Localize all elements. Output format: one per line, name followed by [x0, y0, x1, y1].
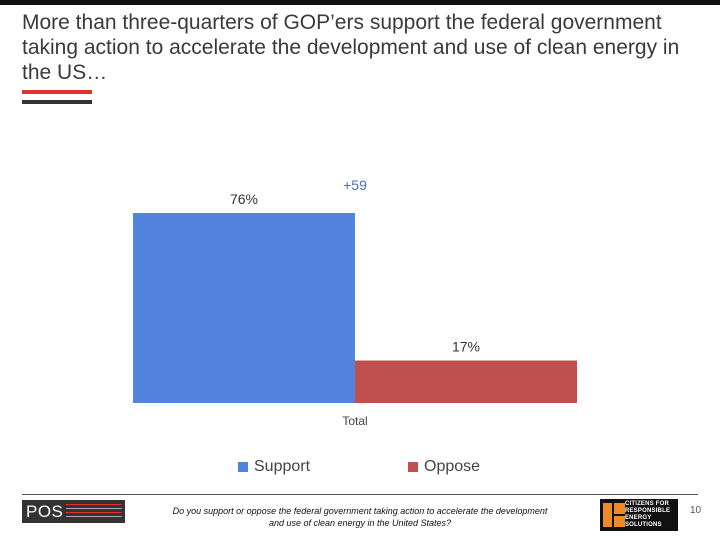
cres-logo-text: CITIZENS FOR RESPONSIBLE ENERGY SOLUTION… [624, 501, 671, 528]
cres-logo: CITIZENS FOR RESPONSIBLE ENERGY SOLUTION… [600, 499, 678, 531]
top-bar [0, 0, 720, 5]
page-number: 10 [690, 505, 702, 516]
title-accent-dark [22, 100, 92, 104]
bar-support [133, 213, 355, 403]
legend-swatch-oppose [408, 462, 418, 472]
legend-item-support: Support [238, 458, 310, 476]
data-label-oppose: 17% [452, 339, 480, 355]
slide-title: More than three-quarters of GOP’ers supp… [22, 11, 680, 84]
difference-annotation: +59 [343, 177, 367, 193]
bar-chart: 76% 17% +59 Total [133, 177, 577, 428]
legend-label-support: Support [254, 458, 311, 475]
pos-logo-text: POS [26, 501, 64, 521]
category-label-total: Total [342, 414, 367, 428]
title-accent-red [22, 90, 92, 94]
legend-swatch-support [238, 462, 248, 472]
footer-divider [22, 494, 698, 495]
cres-logo-mark-icon [603, 503, 625, 527]
chart-legend: Support Oppose [0, 458, 720, 478]
data-label-support: 76% [230, 191, 258, 207]
pos-logo-lines [66, 504, 122, 519]
survey-question: Do you support or oppose the federal gov… [172, 506, 548, 528]
pos-logo: POS [22, 500, 125, 523]
legend-label-oppose: Oppose [424, 458, 481, 475]
bar-oppose [355, 360, 577, 403]
legend-item-oppose: Oppose [408, 458, 480, 476]
